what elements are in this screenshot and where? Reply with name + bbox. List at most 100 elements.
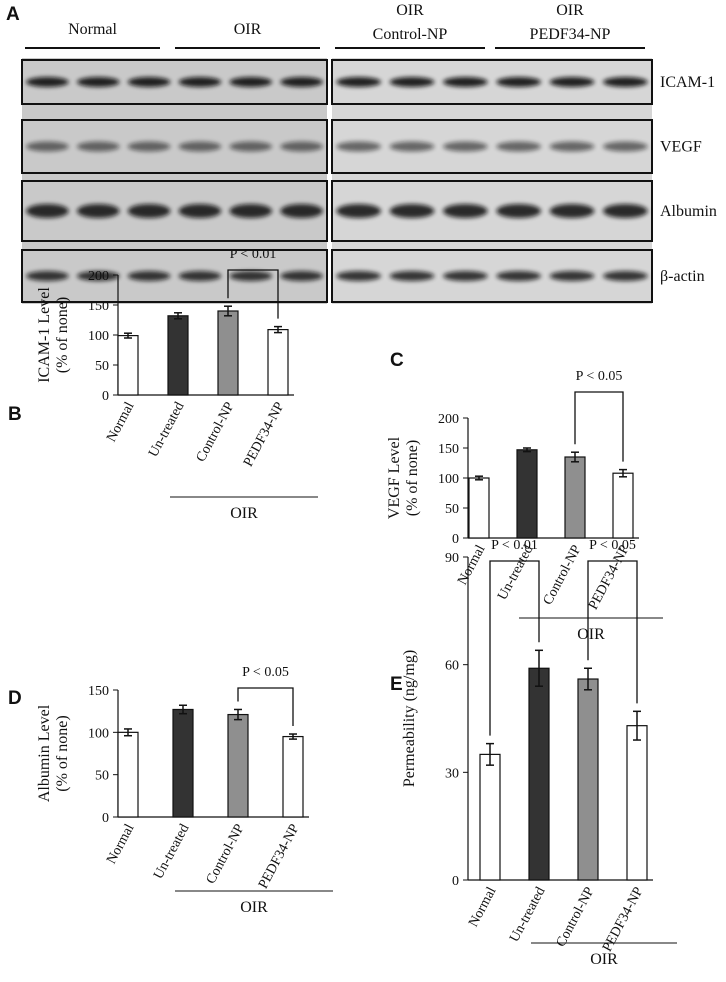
blot-band: [127, 204, 171, 218]
blot-band: [549, 77, 595, 87]
bar: [516, 449, 538, 539]
row-label: ICAM-1: [660, 74, 715, 91]
y-tick-label: 0: [452, 532, 459, 547]
blot-band: [76, 77, 120, 87]
bar: [282, 735, 304, 818]
blot-band: [26, 77, 69, 87]
blot-band: [280, 204, 323, 218]
bar: [117, 335, 139, 396]
y-axis-label: (% of none): [54, 715, 71, 791]
x-tick-label: PEDF34-NP: [600, 885, 647, 955]
blot-band: [389, 141, 435, 152]
group-label: OIR: [234, 21, 262, 38]
blot-box: [331, 119, 653, 174]
group-label: Normal: [68, 21, 117, 38]
y-axis-label: Permeability (ng/mg): [401, 650, 418, 787]
significance-bracket: [237, 687, 294, 727]
blot-box: [21, 119, 328, 174]
blot-band: [229, 141, 273, 152]
bar: [528, 667, 550, 881]
bar: [167, 315, 189, 396]
panel-letter: A: [6, 4, 20, 25]
blot-band: [26, 141, 69, 152]
blot-band: [602, 141, 648, 152]
blot-box: [21, 180, 328, 242]
bar: [227, 713, 249, 818]
x-tick-label: PEDF34-NP: [586, 543, 633, 613]
x-tick-label: Normal: [104, 400, 137, 445]
bar: [479, 753, 501, 881]
group-label: OIR: [556, 2, 584, 19]
blot-band: [496, 141, 542, 152]
x-tick-label: Normal: [466, 885, 499, 930]
blot-band: [442, 271, 488, 281]
bar: [612, 472, 634, 539]
group-label: OIR: [590, 951, 618, 968]
blot-band: [229, 77, 273, 87]
panel-letter: B: [8, 404, 22, 425]
y-tick-label: 150: [88, 299, 109, 314]
blot-band: [127, 141, 171, 152]
blot-band: [389, 271, 435, 281]
bar: [468, 477, 490, 539]
x-tick-label: Un-treated: [146, 400, 187, 460]
blot-band: [178, 271, 222, 281]
x-tick-label: PEDF34-NP: [241, 400, 288, 470]
y-tick-label: 100: [88, 726, 109, 741]
significance-bracket: [587, 560, 638, 704]
blot-box: [331, 180, 653, 242]
bar: [172, 708, 194, 818]
blot-band: [280, 77, 323, 87]
blot-band: [76, 204, 120, 218]
blot-box: [21, 249, 328, 303]
y-axis-label: VEGF Level: [386, 436, 403, 519]
y-axis-label: (% of none): [54, 297, 71, 373]
blot-band: [280, 271, 323, 281]
x-tick-label: Control-NP: [204, 822, 248, 887]
x-tick-label: PEDF34-NP: [256, 822, 303, 892]
x-tick-label: Normal: [104, 822, 137, 867]
blot-box: [331, 249, 653, 303]
blot-band: [602, 204, 648, 218]
significance-label: P < 0.05: [589, 538, 636, 553]
group-label: OIR: [396, 2, 424, 19]
bar: [267, 329, 289, 396]
blot-band: [549, 204, 595, 218]
row-label: Albumin: [660, 203, 717, 220]
blot-band: [442, 141, 488, 152]
blot-band: [496, 77, 542, 87]
y-axis-label: (% of none): [404, 440, 421, 516]
bar: [117, 731, 139, 818]
bar: [217, 310, 239, 396]
row-label: VEGF: [660, 139, 702, 156]
y-tick-label: 100: [88, 329, 109, 344]
blot-band: [336, 141, 382, 152]
y-tick-label: 0: [102, 811, 109, 826]
x-tick-label: Un-treated: [151, 822, 192, 882]
blot-band: [602, 271, 648, 281]
significance-label: P < 0.05: [576, 369, 623, 384]
y-tick-label: 0: [102, 389, 109, 404]
y-axis-label: Albumin Level: [36, 704, 53, 802]
x-tick-label: Control-NP: [541, 543, 585, 608]
x-tick-label: Un-treated: [507, 885, 548, 945]
blot-band: [178, 141, 222, 152]
row-label: β-actin: [660, 268, 705, 285]
group-label: OIR: [240, 899, 268, 916]
significance-bracket: [574, 391, 624, 462]
y-tick-label: 50: [445, 502, 459, 517]
y-tick-label: 200: [438, 412, 459, 427]
blot-band: [127, 77, 171, 87]
blot-band: [549, 271, 595, 281]
group-label: Control-NP: [373, 26, 448, 43]
blot-band: [336, 271, 382, 281]
y-axis-label: ICAM-1 Level: [36, 287, 53, 383]
y-tick-label: 50: [95, 769, 109, 784]
blot-band: [496, 271, 542, 281]
blot-band: [229, 271, 273, 281]
blot-box: [331, 59, 653, 105]
bar: [577, 678, 599, 881]
blot-band: [336, 204, 382, 218]
